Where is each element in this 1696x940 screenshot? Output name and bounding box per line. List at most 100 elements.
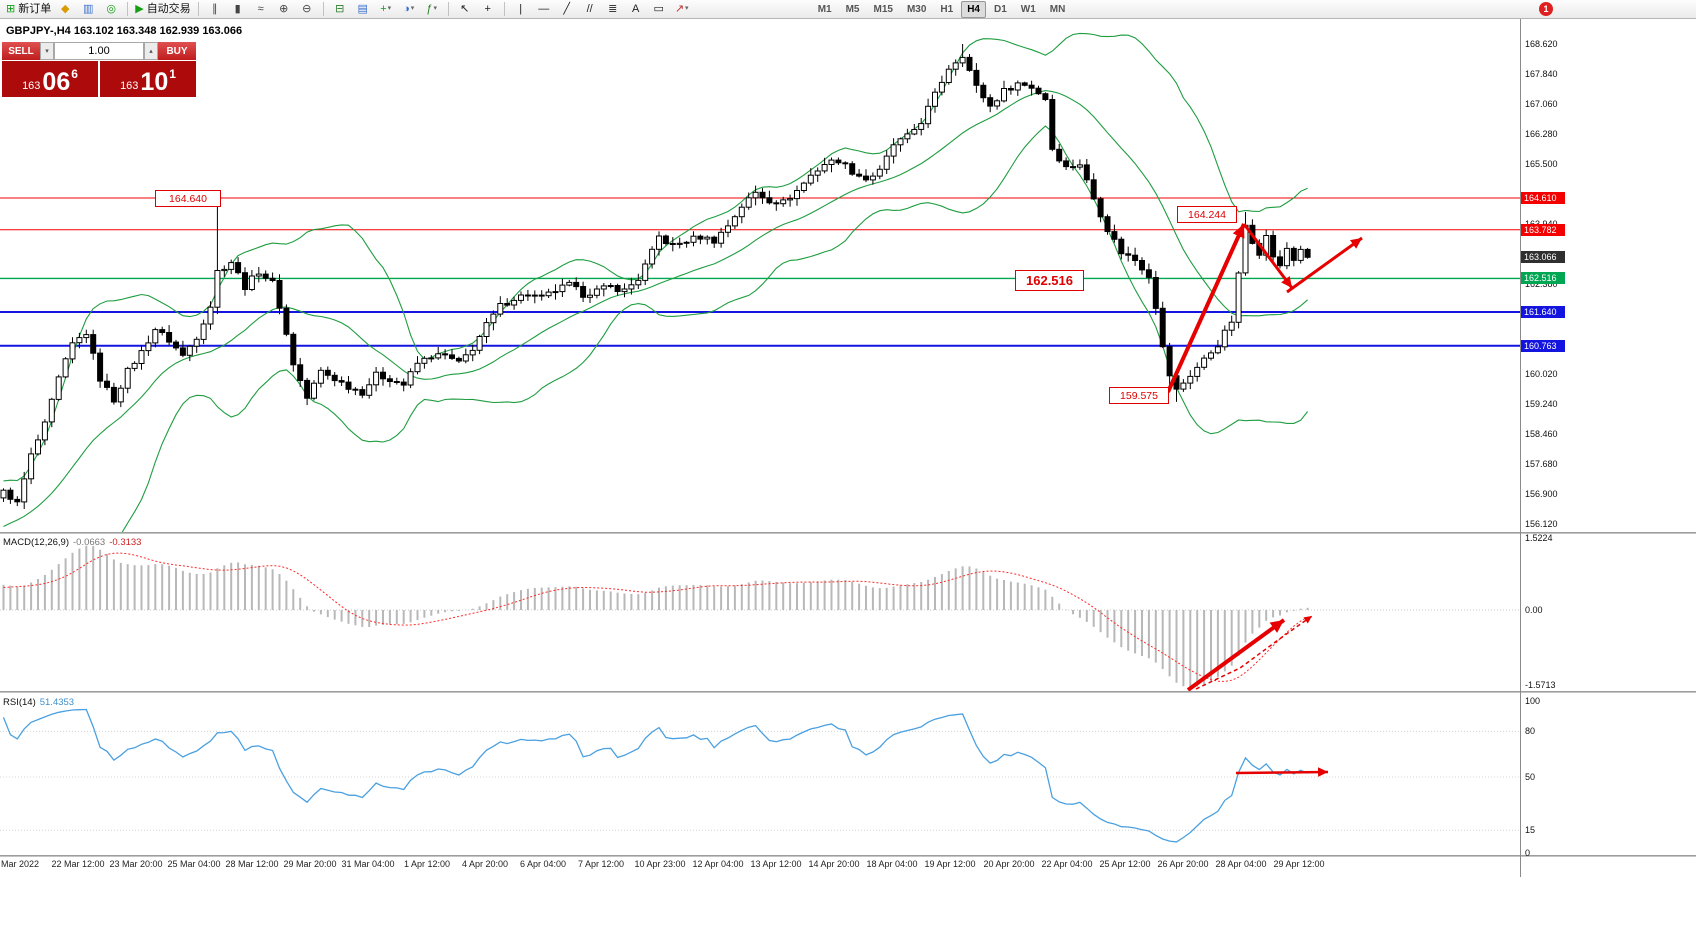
timeframe-toolbar: M1 M5 M15 M30 H1 H4 D1 W1 MN [812,0,1072,18]
price-annotation-label[interactable]: 159.575 [1109,387,1169,404]
price-scale-box-160763: 160.763 [1521,339,1565,352]
line-chart-button[interactable]: ≈ [250,1,272,17]
time-axis-label: 10 Apr 23:00 [634,859,686,869]
timeframe-mn-button[interactable]: MN [1049,3,1066,15]
fibonacci-button[interactable]: ≣ [602,1,624,17]
time-axis-label: 19 Apr 12:00 [924,859,976,869]
drawn-arrow[interactable] [1195,615,1313,690]
tile-windows-button[interactable]: ⊟ [329,1,351,17]
timeframe-m15-button[interactable]: M15 [873,3,893,15]
time-axis-label: 14 Apr 20:00 [808,859,860,869]
candles-layer [0,44,1311,509]
arrows-button[interactable]: ↗ ▾ [671,1,693,17]
timeframe-m1-button[interactable]: M1 [817,3,832,15]
price-scale-box-164610: 164.610 [1521,191,1565,204]
tile-windows-icon: ⊟ [335,3,345,15]
market-watch-button[interactable]: ▥ [77,1,99,17]
data-window-icon: ◎ [106,3,117,15]
timeframe-m30-button[interactable]: M30 [906,3,927,15]
candles-chart-button[interactable]: ▮ [227,1,249,17]
new-order-button[interactable]: ⊞ 新订单 [4,1,53,17]
price-axis-border [1520,19,1521,877]
time-axis-label: 4 Apr 20:00 [461,859,509,869]
chart-profiles-button[interactable]: ◆ [54,1,76,17]
vertical-line-icon: | [519,3,523,15]
rsi-line [2,708,1308,843]
new-chart-icon: + [380,3,387,15]
time-axis-label: 6 Apr 04:00 [519,859,567,869]
panel-separator[interactable] [0,691,1696,693]
timeframe-d1-button[interactable]: D1 [994,3,1007,15]
zoom-in-button[interactable]: ⊕ [273,1,295,17]
indicators-icon: ƒ [426,3,433,15]
price-annotation-label[interactable]: 164.244 [1177,206,1237,223]
timeframe-h4-button[interactable]: H4 [961,0,986,18]
new-chart-button[interactable]: + ▾ [375,1,397,17]
data-window-button[interactable]: ◎ [100,1,122,17]
sell-button[interactable]: SELL [2,42,40,60]
buy-price-button[interactable]: 163 10 1 [100,61,196,97]
price-axis-label: 167.840 [1525,68,1558,79]
toolbar-separator [503,2,505,16]
buy-button[interactable]: BUY [158,42,196,60]
drawn-arrow[interactable] [1242,223,1294,289]
drawn-arrow[interactable] [1235,767,1329,777]
down-arrow-icon: ▾ [45,48,49,55]
sell-price-prefix: 163 [22,80,41,92]
notification-badge[interactable]: 1 [1539,2,1553,16]
period-button[interactable]: ◑ ▾ [398,1,420,17]
zoom-in-icon: ⊕ [279,3,289,15]
new-order-button-label: 新订单 [18,3,52,15]
sell-price-button[interactable]: 163 06 6 [2,61,98,97]
toolbar-separator [127,2,129,16]
line-chart-icon: ≈ [257,3,264,15]
dropdown-arrow-icon: ▾ [410,5,415,12]
trendline-button[interactable]: ╱ [556,1,578,17]
price-scale-box-163066: 163.066 [1521,251,1565,264]
volume-increase-button[interactable]: ▴ [144,42,158,60]
panel-separator[interactable] [0,532,1696,534]
arrange-windows-button[interactable]: ▤ [352,1,374,17]
time-axis-label: 23 Mar 20:00 [109,859,163,869]
price-axis-label: 156.120 [1525,519,1558,529]
timeframe-m5-button[interactable]: M5 [845,3,860,15]
crosshair-button[interactable]: + [477,1,499,17]
text-label-button[interactable]: ▭ [648,1,670,17]
chart-profiles-icon: ◆ [60,3,70,15]
timeframe-h1-button[interactable]: H1 [940,3,954,15]
symbol-ohlc-header: GBPJPY-,H4 163.102 163.348 162.939 163.0… [6,25,243,37]
channel-button[interactable]: // [579,1,601,17]
cursor-button[interactable]: ↖ [454,1,476,17]
time-axis-label: 18 Apr 04:00 [866,859,918,869]
indicators-button[interactable]: ƒ ▾ [421,1,443,17]
macd-panel[interactable] [0,534,1520,691]
buy-price-big: 10 [140,68,169,96]
drawn-arrow[interactable] [1286,236,1363,294]
time-axis-label: 22 Mar 12:00 [51,859,105,869]
price-annotation-label[interactable]: 162.516 [1015,270,1084,291]
price-axis-label: 156.900 [1525,489,1558,500]
timeframe-w1-button[interactable]: W1 [1020,3,1036,15]
time-axis-label: 29 Apr 12:00 [1273,859,1325,869]
drawn-arrow[interactable] [1186,618,1286,691]
price-annotation-label[interactable]: 164.640 [155,190,221,207]
autotrading-button[interactable]: ▶ 自动交易 [133,1,192,17]
price-chart[interactable] [0,19,1520,532]
cursor-icon: ↖ [460,3,470,15]
panel-separator[interactable] [0,855,1696,857]
buy-price-prefix: 163 [120,80,139,92]
text-button[interactable]: A [625,1,647,17]
horizontal-line-button[interactable]: — [533,1,555,17]
up-arrow-icon: ▴ [149,48,153,55]
volume-input[interactable] [54,42,144,60]
rsi-panel[interactable] [0,693,1520,855]
vertical-line-button[interactable]: | [510,1,532,17]
rsi-axis-label: 80 [1525,726,1536,737]
price-axis-label: 159.240 [1525,399,1558,410]
price-scale-box-163782: 163.782 [1521,223,1565,236]
volume-decrease-button[interactable]: ▾ [40,42,54,60]
zoom-out-button[interactable]: ⊖ [296,1,318,17]
drawn-arrow[interactable] [1166,223,1246,393]
time-axis-label: 29 Mar 20:00 [283,859,337,869]
bars-chart-button[interactable]: ∥ [204,1,226,17]
